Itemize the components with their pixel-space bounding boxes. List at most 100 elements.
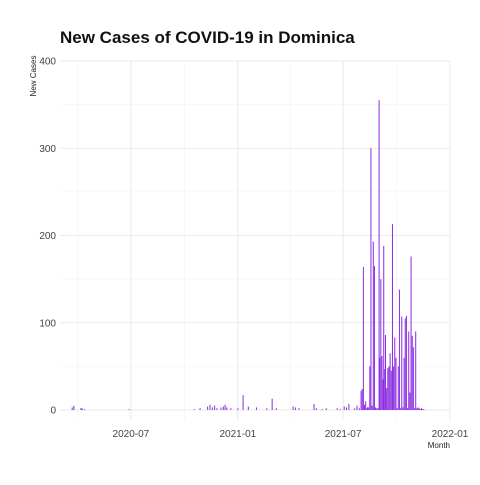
bar [220,407,222,410]
bar [382,379,384,410]
y-tick-label: 400 [39,57,56,68]
bar [415,331,417,410]
bar [346,407,348,410]
bar [395,357,397,410]
bar [409,392,411,410]
bar [394,337,396,410]
chart-title: New Cases of COVID-19 in Dominica [60,28,355,47]
bar [216,408,218,410]
bar [393,366,395,411]
x-tick-label: 2022-01 [432,429,469,440]
bar [266,408,268,410]
bar [373,266,375,410]
bar [315,408,317,410]
bar [226,407,228,410]
bar [370,148,372,410]
bar [403,357,405,410]
bar [80,408,82,410]
bar [83,409,85,410]
bar [422,409,424,410]
bar [128,409,130,410]
bar [255,407,257,410]
bar [348,403,350,410]
x-tick-label: 2021-01 [220,429,257,440]
bar [71,407,73,410]
bar [230,408,232,410]
tick-labels: 0 100 200 300 400 2020-07 2021-01 2021-07 2022-0… [39,57,468,441]
bar [379,357,381,410]
bar [313,403,315,410]
bar [372,241,374,410]
bar [81,408,83,410]
bar [371,405,373,410]
bar [207,406,209,410]
bar [389,353,391,410]
bar [339,409,341,410]
bar [336,408,338,410]
bar [222,406,224,410]
bar [362,266,364,410]
bar [321,409,323,410]
bar [361,389,363,410]
y-tick-label: 300 [39,144,56,155]
bar [369,366,371,411]
y-tick-label: 100 [39,318,56,329]
bar [388,366,390,411]
bar [377,408,379,410]
bar [418,408,420,410]
bar [360,390,362,410]
x-tick-label: 2020-07 [113,429,150,440]
bar [383,368,385,410]
bar [410,256,412,410]
bar [383,245,385,410]
bar [401,316,403,410]
bar [375,407,377,410]
bar [396,408,398,410]
bar [419,409,421,410]
bar [398,289,400,410]
gridlines [60,60,451,420]
bar [411,335,413,410]
bar [343,406,345,410]
bar [423,409,425,410]
bar [354,408,356,410]
bar [364,404,366,410]
bar [391,224,393,410]
bar [292,406,294,410]
bar [366,407,368,410]
bar [376,408,378,410]
bar [247,406,249,410]
bar [416,408,418,410]
bar [237,408,239,410]
bar [407,408,409,410]
bars [71,100,425,411]
x-tick-label: 2021-07 [325,429,362,440]
bar [378,100,380,410]
bar [365,401,367,410]
bar [386,388,388,410]
bar [242,395,244,410]
bar [380,279,382,411]
bar [390,370,392,410]
bar [199,408,201,410]
bar [405,315,407,410]
bar [325,408,327,410]
y-tick-label: 0 [50,406,56,417]
bar [214,405,216,410]
bar [400,408,402,410]
bar [408,331,410,410]
bar [193,409,195,410]
bar [402,407,404,410]
y-axis-label: New Cases [29,56,38,97]
bar [365,408,367,410]
bar [356,405,358,410]
bar [275,408,277,410]
bar [417,407,419,410]
bar [404,318,406,410]
bar [73,405,75,410]
bar [414,408,416,410]
bar [298,408,300,410]
bar [358,408,360,410]
bar [387,368,389,410]
